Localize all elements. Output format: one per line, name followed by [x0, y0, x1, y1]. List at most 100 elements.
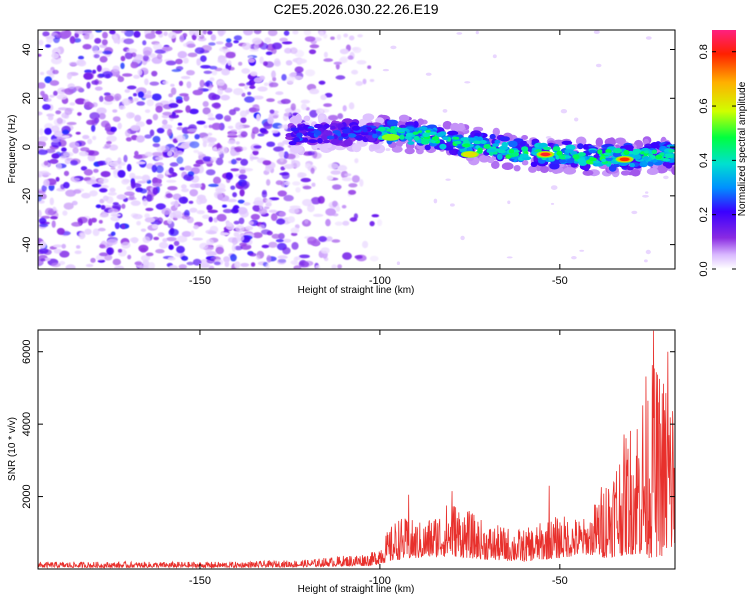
heatmap-cell — [213, 176, 221, 185]
heatmap-cell — [302, 199, 313, 207]
heatmap-cell — [314, 130, 322, 136]
heatmap-cell — [155, 30, 163, 35]
heatmap-cell — [367, 65, 372, 69]
heatmap-cell — [85, 263, 94, 268]
heatmap-cell — [238, 217, 245, 225]
heatmap-cell — [189, 189, 198, 197]
heatmap-cell — [146, 119, 153, 125]
heatmap-cell — [68, 61, 80, 66]
heatmap-cell — [348, 189, 357, 195]
spectrogram-y-ticks: -40 -20 0 20 40 — [21, 43, 675, 253]
heatmap-cell — [38, 136, 49, 142]
heatmap-cell — [642, 156, 650, 161]
heatmap-cell — [116, 194, 127, 200]
heatmap-cell — [445, 178, 451, 181]
heatmap-cell — [272, 42, 282, 50]
heatmap-cell — [56, 94, 68, 100]
heatmap-cell — [371, 214, 380, 218]
heatmap-cell — [205, 249, 212, 254]
heatmap-cell — [142, 236, 151, 244]
heatmap-cell — [313, 213, 324, 217]
heatmap-cell — [595, 137, 603, 148]
heatmap-cell — [63, 202, 74, 210]
heatmap-cell — [69, 141, 80, 149]
heatmap-cell — [110, 213, 122, 217]
heatmap-cell — [100, 171, 111, 178]
heatmap-cell — [149, 81, 160, 86]
heatmap-cell — [220, 232, 230, 236]
heatmap-cell — [38, 53, 42, 57]
heatmap-cell — [269, 82, 279, 88]
heatmap-cell — [399, 134, 405, 140]
heatmap-cell — [93, 54, 100, 59]
heatmap-cell — [630, 169, 641, 177]
heatmap-cell — [99, 184, 109, 189]
heatmap-cell — [86, 179, 98, 185]
heatmap-cell — [265, 198, 273, 203]
heatmap-cell — [176, 134, 186, 143]
heatmap-cell — [306, 128, 315, 132]
heatmap-cell — [114, 265, 125, 269]
heatmap-cell — [67, 83, 76, 90]
y-tick-label: 20 — [21, 92, 33, 104]
heatmap-cell — [577, 152, 586, 157]
heatmap-cell — [462, 144, 471, 148]
heatmap-cell — [99, 198, 105, 204]
heatmap-cell — [390, 45, 397, 50]
heatmap-cell — [70, 160, 78, 166]
heatmap-cell — [261, 190, 268, 198]
heatmap-cell — [277, 142, 285, 147]
heatmap-cell — [233, 220, 240, 225]
heatmap-cell — [180, 75, 191, 80]
heatmap-cell — [183, 94, 190, 102]
heatmap-cell — [208, 141, 215, 147]
heatmap-cell — [112, 33, 117, 39]
heatmap-cell — [460, 235, 465, 241]
heatmap-cell — [278, 150, 285, 158]
heatmap-cell — [49, 158, 59, 164]
heatmap-cell — [233, 40, 239, 44]
heatmap-cell — [187, 52, 198, 58]
spectrogram-marks — [38, 30, 675, 269]
heatmap-peak — [540, 152, 551, 157]
heatmap-cell — [194, 134, 200, 140]
heatmap-cell — [338, 136, 343, 141]
heatmap-cell — [86, 81, 91, 89]
heatmap-cell — [341, 132, 348, 138]
heatmap-cell — [131, 52, 137, 58]
heatmap-cell — [311, 182, 316, 187]
heatmap-cell — [194, 30, 204, 38]
heatmap-cell — [240, 117, 247, 124]
heatmap-cell — [202, 214, 210, 219]
heatmap-cell — [97, 160, 108, 166]
heatmap-cell — [149, 53, 157, 58]
heatmap-cell — [622, 144, 634, 151]
colorbar-label: Normalized spectral amplitude — [737, 81, 748, 216]
heatmap-cell — [144, 213, 150, 219]
heatmap-cell — [261, 244, 270, 249]
heatmap-cell — [89, 190, 98, 197]
heatmap-cell — [369, 221, 375, 227]
heatmap-cell — [137, 69, 143, 76]
heatmap-cell — [612, 151, 623, 158]
heatmap-cell — [252, 150, 259, 156]
heatmap-cell — [237, 199, 245, 204]
heatmap-cell — [189, 108, 199, 115]
heatmap-cell — [347, 55, 354, 60]
heatmap-cell — [59, 30, 70, 38]
heatmap-cell — [251, 131, 256, 140]
heatmap-cell — [83, 72, 94, 80]
heatmap-cell — [243, 30, 254, 36]
heatmap-cell — [45, 35, 56, 40]
heatmap-cell — [520, 140, 526, 147]
heatmap-cell — [238, 174, 248, 180]
heatmap-cell — [171, 111, 176, 118]
heatmap-cell — [231, 237, 238, 245]
heatmap-cell — [293, 137, 300, 143]
heatmap-cell — [129, 194, 135, 200]
heatmap-cell — [479, 140, 487, 144]
colorbar-tick-label: 0.2 — [698, 207, 710, 222]
heatmap-cell — [99, 188, 108, 193]
heatmap-cell — [289, 116, 303, 124]
heatmap-cell — [290, 227, 300, 234]
